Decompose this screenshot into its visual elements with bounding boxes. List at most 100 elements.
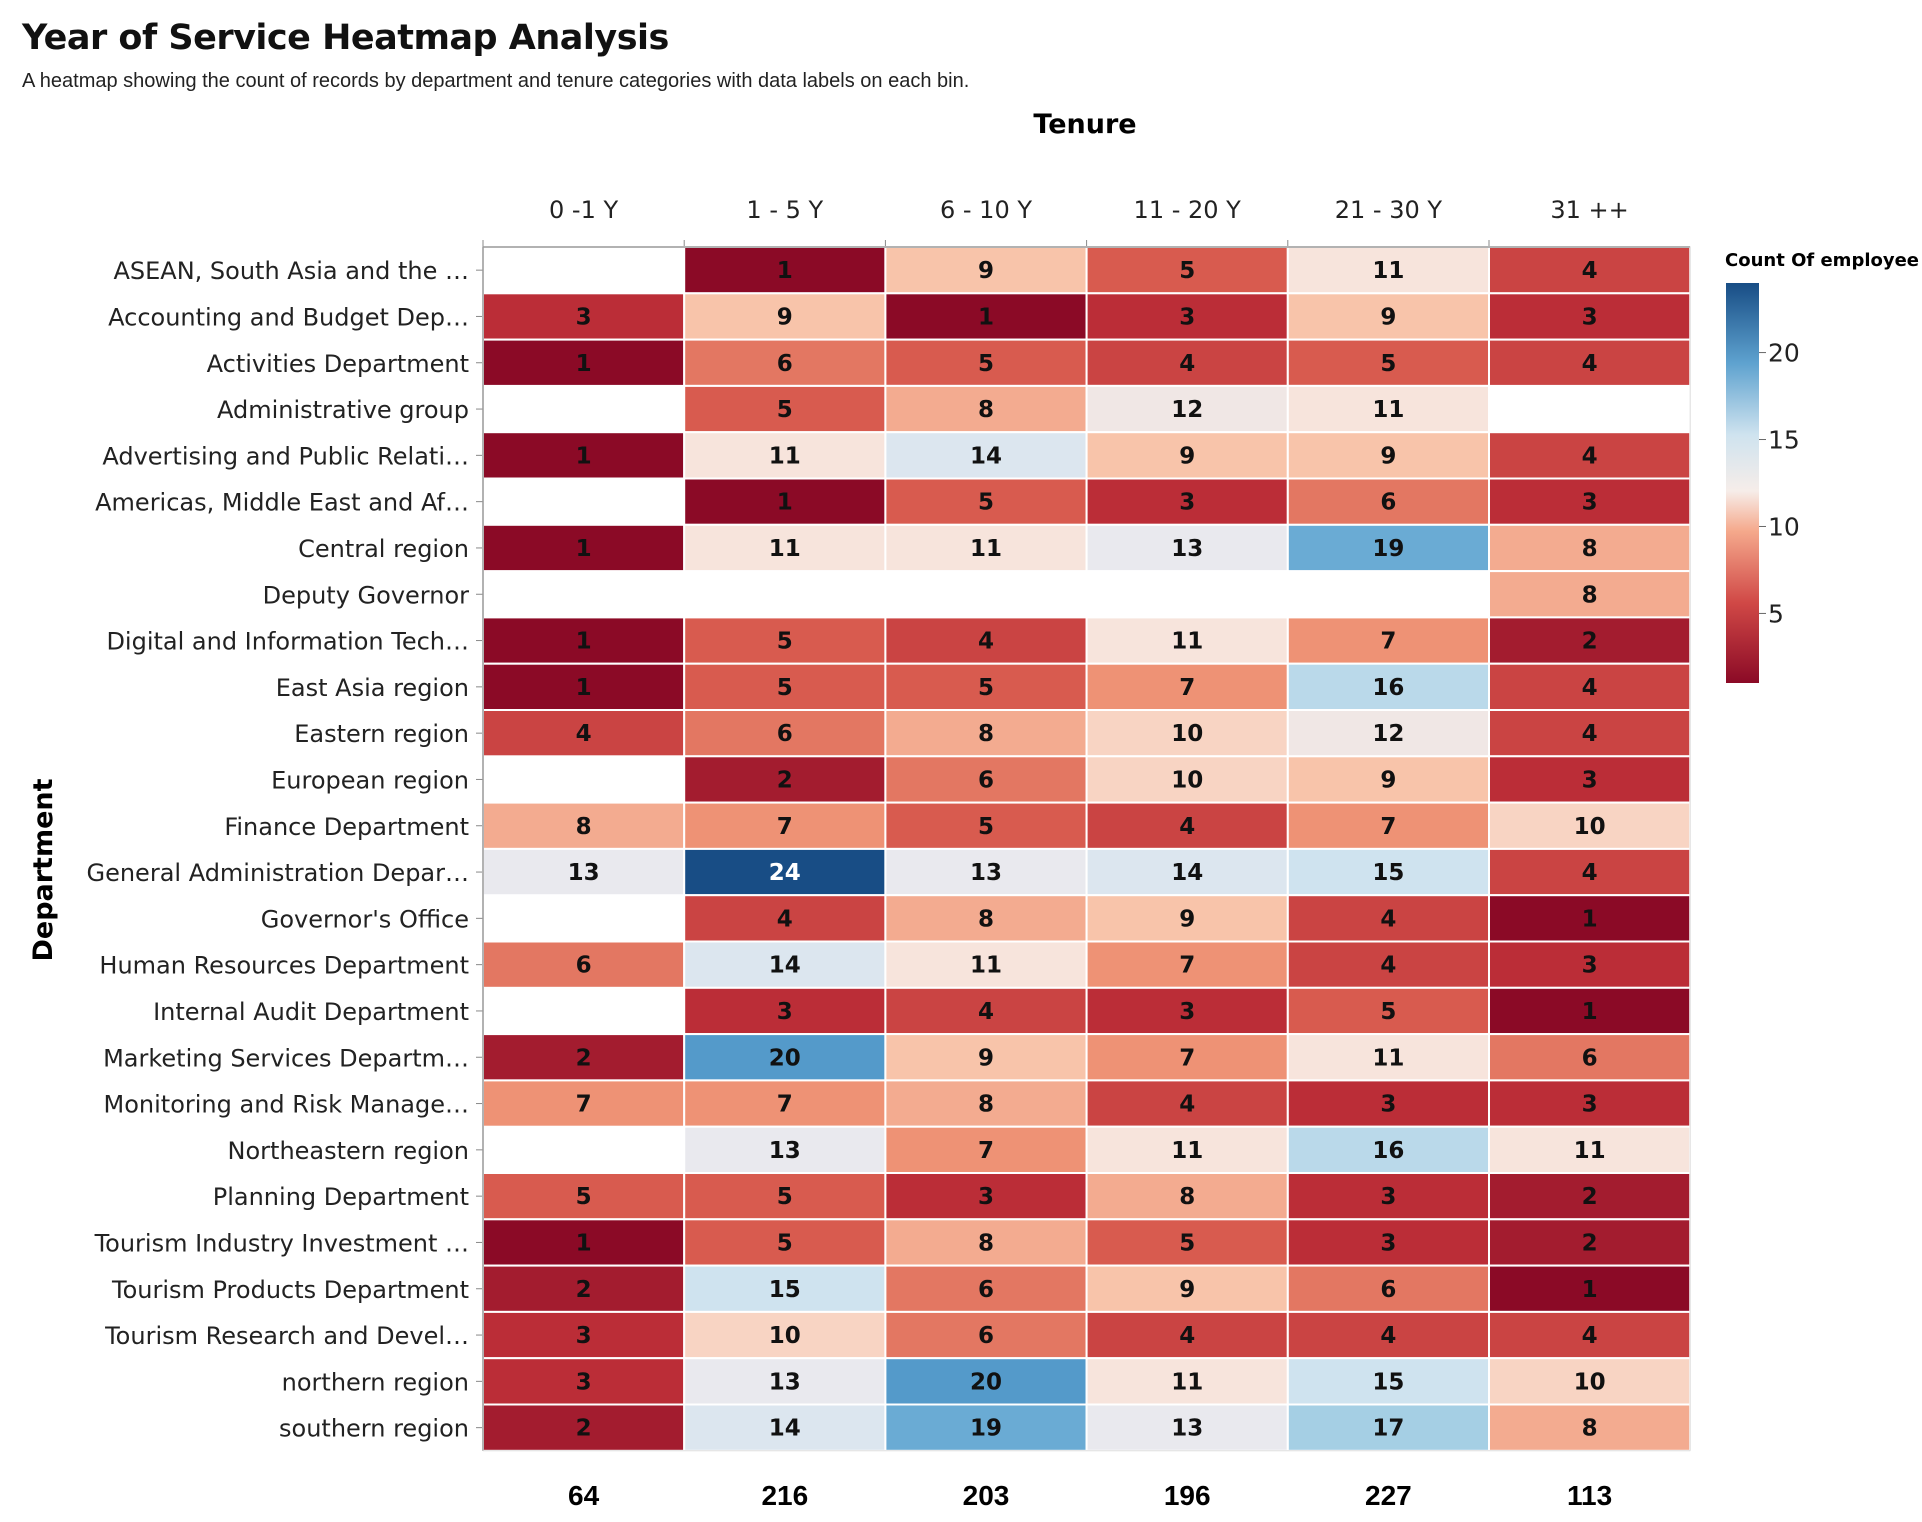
heatmap-cell	[1488, 431, 1692, 480]
cell-value-label: 3	[777, 999, 793, 1025]
cell-value-label: 5	[1179, 1230, 1195, 1256]
row-tick-label: Tourism Industry Investment …	[94, 1229, 469, 1257]
chart-subtitle: A heatmap showing the count of records b…	[22, 70, 970, 92]
heatmap-cell	[1488, 523, 1692, 573]
cell-value-label: 4	[1582, 675, 1598, 701]
heatmap-cell	[1085, 940, 1289, 989]
cell-value-label: 3	[1380, 1092, 1396, 1118]
heatmap-cell	[1085, 755, 1289, 804]
cell-value-label: 1	[576, 675, 592, 701]
column-total-label: 216	[761, 1480, 808, 1511]
legend-tick-label: 15	[1768, 426, 1800, 455]
cell-value-label: 1	[1582, 906, 1598, 932]
cell-value-label: 3	[1380, 1184, 1396, 1210]
cell-value-label: 13	[769, 1369, 801, 1395]
heatmap-cell	[1085, 662, 1289, 712]
cell-value-label: 13	[1171, 536, 1203, 562]
cell-value-label: 3	[576, 1323, 592, 1349]
heatmap-cell	[884, 1357, 1088, 1406]
axes-lines	[482, 246, 1691, 1452]
cell-value-label: 8	[1179, 1184, 1195, 1210]
legend-title: Count Of employee	[1725, 250, 1919, 271]
heatmap-cell	[1286, 523, 1491, 573]
heatmap-cell	[884, 338, 1088, 387]
cell-value-label: 3	[576, 1369, 592, 1395]
heatmap-cell	[1286, 986, 1491, 1036]
legend-tick-label: 5	[1768, 599, 1784, 628]
heatmap-cell	[1488, 1403, 1692, 1452]
column-tick-label: 0 -1 Y	[549, 196, 618, 224]
cell-value-label: 4	[1582, 351, 1598, 377]
cell-value-label: 5	[777, 675, 793, 701]
cell-value-label: 4	[1582, 443, 1598, 469]
heatmap-cell	[482, 431, 686, 480]
cell-value-label: 10	[1171, 767, 1203, 793]
heatmap-cell	[1085, 338, 1289, 387]
chart-title: Year of Service Heatmap Analysis	[22, 18, 669, 58]
heatmap-cell	[1085, 523, 1289, 573]
cell-value-label: 1	[576, 536, 592, 562]
row-tick-label: Activities Department	[207, 350, 469, 378]
heatmap-cell	[1085, 1172, 1289, 1221]
cell-value-label: 3	[1582, 1092, 1598, 1118]
heatmap-cell	[1286, 709, 1491, 758]
column-tick-label: 6 - 10 Y	[940, 196, 1032, 224]
cell-value-label: 5	[978, 675, 994, 701]
heatmap-cell	[482, 616, 686, 665]
cell-value-label: 7	[777, 814, 793, 840]
cell-value-label: 1	[576, 629, 592, 655]
cell-value-label: 4	[1582, 258, 1598, 284]
heatmap-cell	[884, 847, 1088, 897]
cell-value-label: 3	[1179, 490, 1195, 516]
cell-value-label: 4	[978, 999, 994, 1025]
cell-value-label: 11	[1171, 1138, 1203, 1164]
heatmap-cell	[1085, 847, 1289, 897]
cell-value-label: 20	[769, 1045, 801, 1071]
row-tick-label: Administrative group	[217, 396, 469, 424]
column-total-label: 113	[1567, 1480, 1612, 1511]
heatmap-cell	[1286, 1033, 1491, 1082]
cell-value-label: 9	[1380, 443, 1396, 469]
heatmap-cell	[1488, 1357, 1692, 1406]
cell-value-label: 16	[1372, 1138, 1404, 1164]
cell-value-label: 11	[1171, 1369, 1203, 1395]
row-tick-label: Monitoring and Risk Manage…	[104, 1091, 469, 1119]
cell-value-label: 13	[1171, 1416, 1203, 1442]
cell-value-label: 4	[1179, 1323, 1195, 1349]
row-tick-label: Governor's Office	[261, 905, 469, 933]
heatmap-cell	[683, 292, 887, 341]
heatmap-cell	[1488, 847, 1692, 897]
row-tick-label: northern region	[282, 1368, 469, 1396]
cell-value-label: 5	[777, 1184, 793, 1210]
cell-value-label: 9	[1380, 767, 1396, 793]
row-tick-label: southern region	[279, 1415, 469, 1443]
cell-value-label: 7	[1179, 1045, 1195, 1071]
column-total-label: 196	[1164, 1480, 1211, 1511]
heatmap-cell	[1286, 1403, 1491, 1452]
heatmap-cell	[1488, 616, 1692, 665]
cell-value-label: 3	[1582, 490, 1598, 516]
cell-value-label: 3	[1582, 304, 1598, 330]
row-tick-label: Planning Department	[213, 1183, 469, 1211]
row-tick-labels: ASEAN, South Asia and the … Accounting an…	[86, 257, 483, 1443]
row-tick-label: Human Resources Department	[99, 952, 469, 980]
heatmap-cells: 1 9 5 11 43 9 1 3 9 31 6 5 4 5 45 8 12 111 11 14 9 9 41 5 3 6 31 11…	[482, 246, 1692, 1452]
cell-value-label: 10	[1574, 814, 1606, 840]
heatmap-cell	[683, 477, 887, 526]
cell-value-label: 1	[1582, 999, 1598, 1025]
heatmap-cell	[1488, 986, 1692, 1036]
y-axis-title: Department	[28, 778, 59, 961]
cell-value-label: 6	[1380, 490, 1396, 516]
cell-value-label: 7	[777, 1092, 793, 1118]
cell-value-label: 15	[1372, 860, 1404, 886]
cell-value-label: 11	[970, 536, 1002, 562]
cell-value-label: 6	[978, 767, 994, 793]
cell-value-label: 10	[769, 1323, 801, 1349]
cell-value-label: 17	[1372, 1416, 1404, 1442]
heatmap-cell	[482, 801, 686, 850]
column-tick-labels: 0 -1 Y 1 - 5 Y 6 - 10 Y 11 - 20 Y 21 - 30 Y 3…	[482, 196, 1629, 247]
cell-value-label: 9	[1179, 443, 1195, 469]
cell-value-label: 24	[769, 860, 801, 886]
heatmap-cell	[1488, 894, 1692, 943]
cell-value-label: 11	[1372, 397, 1404, 423]
